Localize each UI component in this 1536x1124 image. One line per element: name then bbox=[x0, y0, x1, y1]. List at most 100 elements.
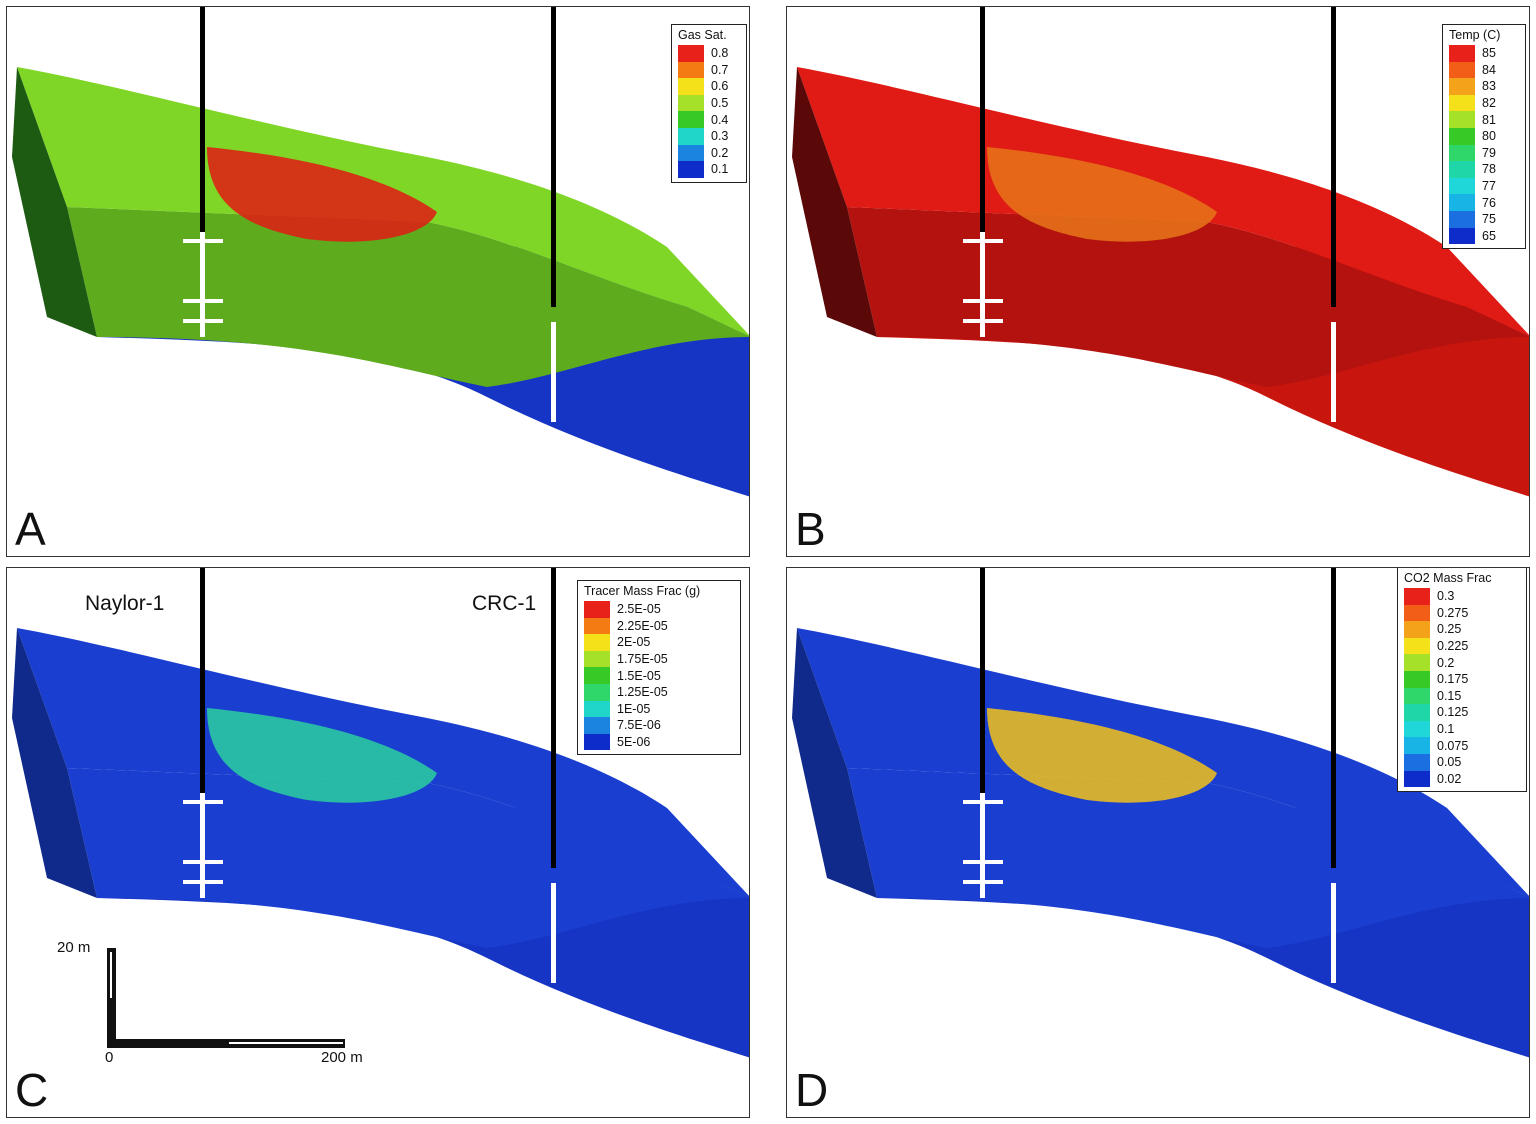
scale-bar bbox=[107, 948, 345, 1048]
legend-entry-label: 5E-06 bbox=[617, 735, 651, 750]
legend-entry-label: 1.75E-05 bbox=[617, 652, 668, 667]
perforation-naylor-1 bbox=[980, 793, 985, 898]
legend-entry: 0.1 bbox=[678, 161, 740, 178]
reservoir-model-b bbox=[792, 7, 1529, 497]
legend-entry: 76 bbox=[1449, 194, 1519, 211]
legend-entry: 0.25 bbox=[1404, 621, 1520, 638]
well-naylor-1 bbox=[200, 568, 205, 798]
legend-title: Tracer Mass Frac (g) bbox=[584, 584, 701, 598]
legend-entry: 7.5E-06 bbox=[584, 717, 734, 734]
legend-entry: 81 bbox=[1449, 111, 1519, 128]
legend-entry-label: 83 bbox=[1482, 79, 1496, 94]
legend-entry: 77 bbox=[1449, 177, 1519, 195]
legend-swatch bbox=[1449, 177, 1475, 195]
legend-entry: 80 bbox=[1449, 127, 1519, 145]
legend-entry: 2.5E-05 bbox=[584, 601, 734, 618]
legend-entry: 0.275 bbox=[1404, 604, 1520, 622]
legend-entry: 2E-05 bbox=[584, 634, 734, 651]
panel-label-b: B bbox=[795, 503, 826, 555]
legend-entry-label: 79 bbox=[1482, 145, 1496, 160]
legend-co2-mass-fraction: CO2 Mass Frac 0.3 0.275 0.25 0.225 0.2 0.175 0… bbox=[1397, 568, 1527, 793]
perforation-crc-1 bbox=[1331, 883, 1336, 983]
reservoir-model-d bbox=[792, 568, 1529, 1058]
perforation-tick bbox=[963, 880, 1003, 884]
legend-entry: 0.175 bbox=[1404, 670, 1520, 688]
perforation-tick bbox=[963, 299, 1003, 303]
reservoir-side-face bbox=[792, 67, 877, 337]
perforation-tick bbox=[183, 239, 223, 243]
legend-entry-label: 84 bbox=[1482, 62, 1496, 77]
reservoir-front-face bbox=[847, 207, 1529, 387]
well-naylor-1 bbox=[980, 7, 985, 237]
legend-swatch bbox=[584, 733, 610, 751]
legend-entry-label: 77 bbox=[1482, 179, 1496, 194]
legend-entry-label: 80 bbox=[1482, 129, 1496, 144]
legend-entry-label: 0.5 bbox=[711, 96, 729, 111]
legend-swatch bbox=[1449, 45, 1475, 62]
legend-swatch bbox=[1449, 78, 1475, 95]
legend-entry: 75 bbox=[1449, 210, 1519, 228]
panel-a: Gas Sat. 0.8 0.7 0.6 0.5 0.4 0.3 0.2 0.1 A bbox=[6, 6, 750, 557]
legend-swatch bbox=[1404, 770, 1430, 788]
legend-swatch bbox=[1449, 127, 1475, 145]
legend-entry-label: 76 bbox=[1482, 195, 1496, 210]
legend-swatch bbox=[1404, 654, 1430, 671]
legend-entry-label: 0.8 bbox=[711, 46, 729, 61]
perforation-crc-1 bbox=[1331, 322, 1336, 422]
panel-b: Temp (C) 85 84 83 82 81 80 79 78 77 76 75 65 B bbox=[786, 6, 1530, 557]
legend-title: CO2 Mass Frac bbox=[1404, 571, 1492, 585]
legend-swatch bbox=[678, 45, 704, 62]
legend-entry: 0.4 bbox=[678, 111, 740, 128]
well-crc-1 bbox=[1331, 7, 1336, 307]
scale-horizontal-label: 200 m bbox=[321, 1049, 363, 1066]
legend-entry: 5E-06 bbox=[584, 733, 734, 751]
well-naylor-1 bbox=[200, 7, 205, 237]
legend-entry: 0.3 bbox=[678, 127, 740, 145]
legend-gas-saturation: Gas Sat. 0.8 0.7 0.6 0.5 0.4 0.3 0.2 0.1 bbox=[671, 24, 747, 183]
legend-swatch bbox=[1449, 161, 1475, 178]
legend-entry: 84 bbox=[1449, 61, 1519, 79]
well-crc-1 bbox=[551, 7, 556, 307]
legend-swatch bbox=[1404, 637, 1430, 655]
legend-entry-label: 65 bbox=[1482, 228, 1496, 243]
legend-entry-label: 1.25E-05 bbox=[617, 685, 668, 700]
legend-swatch bbox=[584, 601, 610, 618]
legend-entry-label: 81 bbox=[1482, 112, 1496, 127]
legend-entry-label: 0.3 bbox=[711, 129, 729, 144]
reservoir-side-face bbox=[12, 67, 97, 337]
legend-swatch bbox=[584, 650, 610, 668]
legend-entry-label: 0.1 bbox=[1437, 722, 1455, 737]
legend-entry-label: 0.275 bbox=[1437, 605, 1469, 620]
panel-d: CO2 Mass Frac 0.3 0.275 0.25 0.225 0.2 0.175 0… bbox=[786, 567, 1530, 1118]
legend-swatch bbox=[1404, 737, 1430, 754]
legend-entry: 1.75E-05 bbox=[584, 650, 734, 668]
legend-entry: 0.15 bbox=[1404, 687, 1520, 705]
legend-entry-label: 2E-05 bbox=[617, 635, 651, 650]
legend-entry: 85 bbox=[1449, 45, 1519, 62]
legend-swatch bbox=[1449, 227, 1475, 245]
legend-entry-label: 0.1 bbox=[711, 162, 729, 177]
plume-region bbox=[207, 708, 437, 803]
legend-entry: 0.225 bbox=[1404, 637, 1520, 655]
legend-entry: 0.8 bbox=[678, 45, 740, 62]
perforation-crc-1 bbox=[551, 883, 556, 983]
perforation-naylor-1 bbox=[980, 232, 985, 337]
reservoir-model-a bbox=[12, 7, 749, 497]
legend-entry: 0.6 bbox=[678, 78, 740, 95]
legend-entry-label: 0.25 bbox=[1437, 622, 1462, 637]
reservoir-front-face bbox=[67, 207, 749, 387]
scale-vertical-label: 20 m bbox=[57, 939, 91, 956]
reservoir-front-face bbox=[847, 768, 1529, 948]
perforation-crc-1 bbox=[551, 322, 556, 422]
legend-entry: 0.075 bbox=[1404, 737, 1520, 754]
legend-entry-label: 82 bbox=[1482, 96, 1496, 111]
legend-entry-label: 75 bbox=[1482, 212, 1496, 227]
legend-swatch bbox=[584, 717, 610, 734]
legend-swatch bbox=[584, 700, 610, 718]
perforation-tick bbox=[183, 860, 223, 864]
legend-entry-label: 0.6 bbox=[711, 79, 729, 94]
legend-entry: 2.25E-05 bbox=[584, 617, 734, 635]
well-label-naylor-1: Naylor-1 bbox=[85, 592, 165, 615]
perforation-tick bbox=[183, 800, 223, 804]
perforation-tick bbox=[183, 880, 223, 884]
